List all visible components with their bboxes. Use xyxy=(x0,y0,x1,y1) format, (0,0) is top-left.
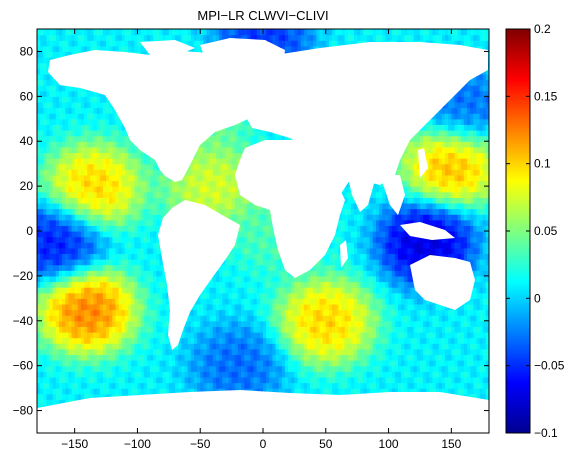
plot-area xyxy=(37,29,490,434)
chart-title: MPI−LR CLWVI−CLIVI xyxy=(197,8,328,23)
